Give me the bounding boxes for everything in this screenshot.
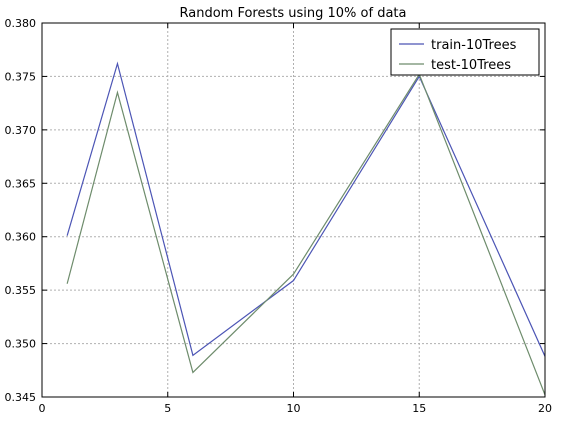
grid-layer (42, 23, 545, 397)
x-tick-label: 0 (39, 402, 46, 415)
series-line-train-10trees (66, 61, 546, 357)
y-tick-label: 0.375 (5, 70, 37, 83)
y-tick-label: 0.380 (5, 17, 37, 30)
legend-label: test-10Trees (431, 58, 511, 73)
y-tick-label: 0.350 (5, 338, 37, 351)
series-layer (66, 61, 546, 396)
y-tick-label: 0.345 (5, 391, 37, 404)
series-line-test-10trees (66, 72, 546, 396)
x-tick-label: 5 (164, 402, 171, 415)
x-tick-label: 20 (538, 402, 552, 415)
y-tick-label: 0.360 (5, 231, 37, 244)
legend-frame (390, 28, 540, 76)
y-tick-label: 0.365 (5, 177, 37, 190)
legend: train-10Trees test-10Trees (390, 28, 540, 76)
x-tick-label: 15 (412, 402, 426, 415)
ticks-layer: 0 5 10 15 20 0.345 0.350 0.355 0.360 0.365 0.370 0.… (5, 17, 553, 415)
x-tick-label: 10 (287, 402, 301, 415)
legend-label: train-10Trees (431, 38, 517, 53)
y-tick-label: 0.370 (5, 124, 37, 137)
chart-title: Random Forests using 10% of data (180, 6, 407, 21)
y-tick-label: 0.355 (5, 284, 37, 297)
